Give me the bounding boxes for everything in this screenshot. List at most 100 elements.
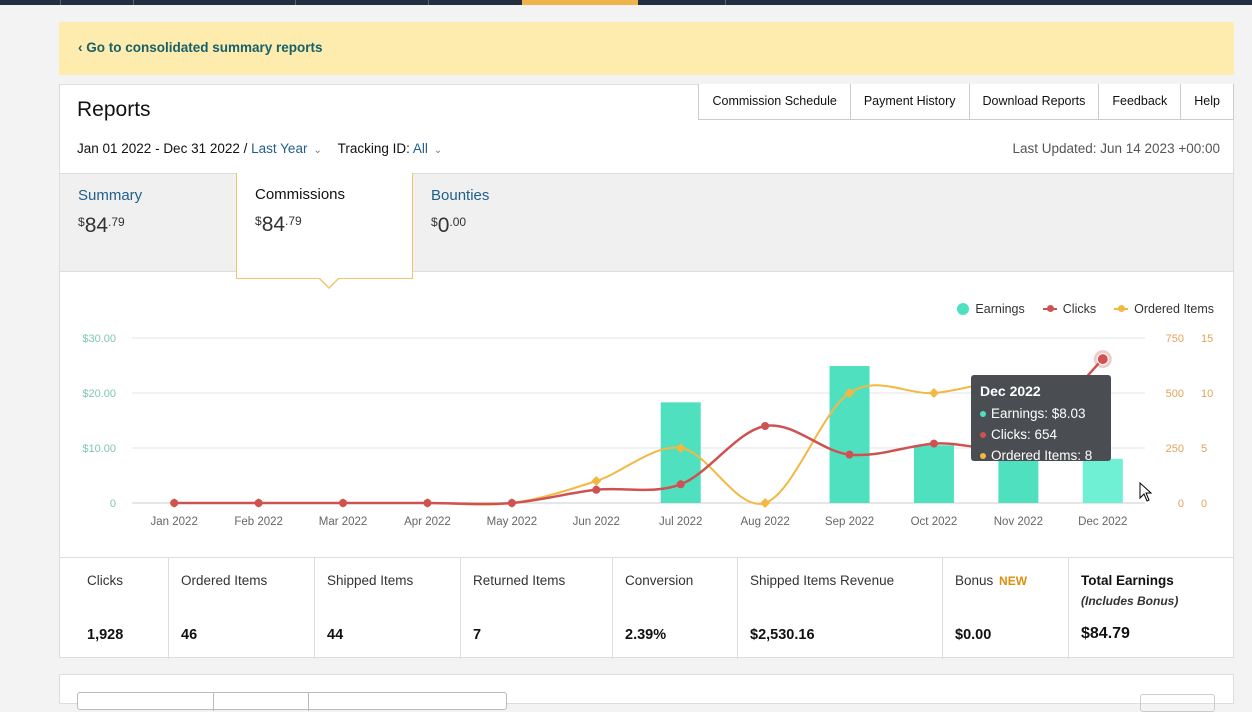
x-tick-label: May 2022 [487, 516, 538, 528]
details-action-button[interactable] [1140, 694, 1215, 712]
tab-commissions-label: Commissions [255, 186, 346, 203]
legend-earnings[interactable]: Earnings [957, 302, 1025, 316]
stat-label: Shipped Items Revenue [750, 573, 895, 588]
x-tick-label: Mar 2022 [319, 516, 368, 528]
ordered-items-point [760, 498, 771, 508]
x-tick-label: Sep 2022 [825, 516, 874, 528]
consolidated-summary-banner: ‹ Go to consolidated summary reports [59, 22, 1234, 75]
stat-value: 2.39% [625, 627, 667, 643]
stat-label: Bonus NEW [955, 573, 1028, 588]
chart-legend: Earnings Clicks Ordered Items [957, 302, 1214, 316]
ordered-items-point [844, 388, 855, 398]
top-navigation-bar [0, 0, 1252, 5]
ordered-legend-marker [1114, 305, 1129, 312]
commission-schedule-button[interactable]: Commission Schedule [699, 84, 850, 119]
x-tick-label: Aug 2022 [741, 516, 790, 528]
stat-label: Conversion [625, 573, 694, 588]
tooltip-clicks: Clicks: 654 [980, 424, 1102, 445]
y-tick-label-ordered: 0 [1201, 498, 1207, 510]
feedback-button[interactable]: Feedback [1098, 84, 1181, 119]
stat-ordered-items: Ordered Items 46 [168, 558, 314, 659]
page-title: Reports [77, 98, 151, 121]
y-tick-label-earnings: $10.00 [82, 443, 116, 455]
clicks-line [174, 358, 1104, 506]
tab-divider [308, 693, 309, 711]
payment-history-button[interactable]: Payment History [849, 84, 969, 119]
clicks-legend-marker [1042, 305, 1057, 312]
stat-clicks: Clicks 1,928 [60, 558, 168, 659]
stat-sublabel: (Includes Bonus) [1081, 594, 1179, 608]
report-tabs: Summary $84.79 Commissions $84.79 Bounti… [60, 173, 1233, 289]
period-dropdown[interactable]: Last Year [251, 141, 308, 156]
nav-tab-active-indicator[interactable] [522, 0, 638, 5]
y-tick-label-clicks: 750 [1166, 333, 1184, 345]
tooltip-ordered: Ordered Items: 8 [980, 445, 1102, 466]
nav-separator [295, 0, 296, 5]
clicks-point [592, 485, 601, 494]
clicks-point [254, 499, 263, 507]
nav-separator [428, 0, 429, 5]
nav-separator [60, 0, 61, 5]
stat-value: 1,928 [87, 627, 124, 643]
tab-divider [213, 693, 214, 711]
consolidated-summary-link[interactable]: ‹ Go to consolidated summary reports [78, 40, 323, 55]
chart-tooltip: Dec 2022 Earnings: $8.03 Clicks: 654 Ord… [971, 375, 1111, 463]
clicks-point [676, 480, 685, 489]
y-tick-label-clicks: 0 [1178, 498, 1184, 510]
x-tick-label: Jun 2022 [573, 516, 620, 528]
tab-summary-amount: $84.79 [78, 214, 125, 237]
stat-shipped-items-revenue: Shipped Items Revenue $2,530.16 [737, 558, 942, 659]
stat-bonus: Bonus NEW $0.00 [942, 558, 1068, 659]
clicks-point [761, 422, 770, 430]
tooltip-earnings: Earnings: $8.03 [980, 403, 1102, 424]
details-tab-group[interactable] [77, 692, 507, 711]
x-tick-label: Apr 2022 [404, 516, 451, 528]
stat-value: $84.79 [1081, 625, 1130, 642]
nav-separator [725, 0, 726, 5]
stat-shipped-items: Shipped Items 44 [314, 558, 460, 659]
legend-clicks[interactable]: Clicks [1042, 302, 1097, 316]
clicks-point [845, 450, 854, 459]
stat-label: Clicks [87, 573, 123, 588]
x-tick-label: Oct 2022 [911, 516, 958, 528]
tracking-id-dropdown[interactable]: All [412, 141, 428, 156]
report-links: Commission Schedule Payment History Down… [698, 84, 1234, 120]
help-button[interactable]: Help [1180, 84, 1233, 119]
mouse-cursor-icon [1139, 482, 1153, 502]
ordered-items-point [675, 443, 686, 453]
nav-separator [133, 0, 134, 5]
details-panel [59, 674, 1234, 712]
y-tick-label-ordered: 15 [1201, 333, 1213, 345]
last-updated-text: Last Updated: Jun 14 2023 +00:00 [1012, 141, 1220, 156]
tab-summary[interactable]: Summary $84.79 [60, 174, 236, 273]
new-badge: NEW [999, 574, 1028, 588]
stat-value: $0.00 [955, 627, 992, 643]
ordered-items-line [174, 380, 1104, 506]
ordered-items-point [591, 476, 602, 486]
tab-summary-label: Summary [78, 187, 143, 204]
y-tick-label-ordered: 10 [1201, 388, 1213, 400]
date-range-text: Jan 01 2022 - Dec 31 2022 / [77, 141, 248, 156]
stat-value: 46 [181, 627, 198, 643]
earnings-bar [1082, 458, 1123, 503]
stat-conversion: Conversion 2.39% [612, 558, 737, 659]
clicks-point [507, 499, 516, 507]
stat-total-earnings: Total Earnings (Includes Bonus) $84.79 [1068, 558, 1233, 659]
legend-ordered-items[interactable]: Ordered Items [1114, 302, 1214, 316]
tab-commissions[interactable]: Commissions $84.79 [236, 173, 413, 289]
y-tick-label-earnings: $20.00 [82, 388, 116, 400]
tab-bounties-label: Bounties [431, 187, 490, 204]
selected-tab-pointer-fill [320, 278, 338, 287]
legend-clicks-label: Clicks [1062, 302, 1097, 316]
legend-ordered-label: Ordered Items [1134, 302, 1214, 316]
tab-bounties[interactable]: Bounties $0.00 [413, 174, 589, 273]
tracking-id-label: Tracking ID: [337, 141, 410, 156]
clicks-point-active [1096, 353, 1109, 366]
download-reports-button[interactable]: Download Reports [968, 84, 1099, 119]
y-tick-label-ordered: 5 [1201, 443, 1207, 455]
report-filters: Jan 01 2022 - Dec 31 2022 / Last Year ⌄ T… [77, 141, 448, 156]
earnings-legend-marker [957, 303, 970, 315]
stat-value: $2,530.16 [750, 627, 815, 643]
tab-bounties-amount: $0.00 [431, 214, 467, 237]
earnings-bar [913, 445, 954, 503]
